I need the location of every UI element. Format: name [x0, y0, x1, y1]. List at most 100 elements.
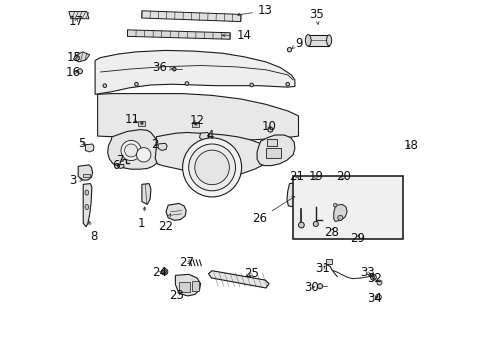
Circle shape — [172, 67, 176, 71]
Bar — [265, 148, 281, 158]
Bar — [266, 139, 276, 146]
Text: 9: 9 — [291, 37, 302, 50]
Circle shape — [185, 82, 188, 85]
Circle shape — [375, 294, 381, 300]
Polygon shape — [69, 12, 89, 19]
Circle shape — [121, 140, 141, 161]
Text: 5: 5 — [78, 137, 85, 150]
Text: 8: 8 — [88, 221, 98, 243]
Circle shape — [182, 138, 241, 197]
Ellipse shape — [85, 204, 88, 210]
Circle shape — [103, 84, 106, 87]
Circle shape — [370, 274, 375, 280]
Bar — [325, 259, 332, 264]
Circle shape — [317, 284, 322, 289]
Text: 6: 6 — [112, 159, 119, 172]
Text: 29: 29 — [350, 232, 365, 245]
Text: 10: 10 — [261, 120, 276, 132]
Polygon shape — [78, 165, 92, 180]
Circle shape — [77, 69, 82, 74]
Circle shape — [249, 83, 253, 87]
Polygon shape — [350, 211, 369, 236]
Text: 31: 31 — [315, 262, 330, 275]
Ellipse shape — [305, 35, 310, 46]
Text: 27: 27 — [179, 256, 194, 269]
Polygon shape — [286, 182, 309, 207]
Circle shape — [371, 276, 374, 279]
Bar — [179, 282, 190, 292]
Text: 36: 36 — [152, 61, 173, 74]
Text: 17: 17 — [68, 15, 83, 28]
Circle shape — [134, 82, 138, 86]
Text: 32: 32 — [366, 273, 382, 285]
Circle shape — [287, 48, 291, 52]
Text: 28: 28 — [324, 226, 338, 239]
Circle shape — [141, 122, 142, 124]
Bar — [307, 35, 328, 46]
Text: 22: 22 — [158, 214, 172, 233]
Polygon shape — [95, 50, 294, 94]
Text: 16: 16 — [66, 66, 81, 79]
Ellipse shape — [326, 35, 331, 46]
Circle shape — [194, 150, 229, 185]
Text: 18: 18 — [403, 139, 417, 152]
Text: 33: 33 — [360, 266, 374, 279]
Bar — [138, 121, 144, 126]
Polygon shape — [158, 143, 167, 150]
Bar — [292, 176, 402, 239]
Text: 35: 35 — [308, 8, 323, 24]
Polygon shape — [118, 165, 123, 168]
Text: 24: 24 — [152, 266, 167, 279]
Text: 23: 23 — [169, 289, 184, 302]
Circle shape — [124, 144, 137, 157]
Polygon shape — [166, 203, 186, 220]
Text: 26: 26 — [252, 196, 294, 225]
Text: 19: 19 — [307, 170, 323, 183]
Ellipse shape — [85, 190, 88, 195]
Polygon shape — [85, 144, 94, 152]
Text: 21: 21 — [288, 170, 304, 183]
Text: 14: 14 — [222, 29, 251, 42]
Text: 15: 15 — [67, 51, 82, 64]
Circle shape — [333, 203, 336, 207]
Text: 7: 7 — [116, 154, 124, 167]
Text: 34: 34 — [366, 292, 382, 305]
Polygon shape — [107, 130, 161, 169]
Circle shape — [337, 215, 342, 220]
Polygon shape — [175, 274, 200, 296]
Circle shape — [136, 148, 151, 162]
Polygon shape — [208, 271, 268, 288]
Polygon shape — [257, 135, 294, 166]
Polygon shape — [333, 204, 346, 221]
Circle shape — [376, 280, 381, 285]
Text: 30: 30 — [303, 281, 318, 294]
Bar — [192, 281, 199, 291]
Polygon shape — [83, 184, 92, 227]
Polygon shape — [199, 132, 209, 140]
Circle shape — [194, 123, 197, 125]
Text: 20: 20 — [335, 170, 350, 183]
Text: 25: 25 — [244, 267, 259, 280]
Polygon shape — [127, 30, 230, 39]
Circle shape — [298, 222, 304, 228]
Text: 13: 13 — [237, 4, 272, 17]
Bar — [83, 174, 89, 177]
Polygon shape — [98, 94, 298, 141]
Text: 12: 12 — [189, 114, 204, 127]
Circle shape — [163, 270, 166, 274]
Text: 1: 1 — [138, 207, 145, 230]
Polygon shape — [325, 207, 344, 229]
Circle shape — [188, 144, 235, 191]
Circle shape — [285, 82, 289, 86]
Polygon shape — [73, 52, 89, 62]
Circle shape — [313, 221, 318, 226]
Circle shape — [267, 127, 272, 132]
Text: 11: 11 — [124, 113, 140, 126]
Polygon shape — [155, 132, 267, 176]
Bar — [192, 122, 199, 127]
Polygon shape — [142, 11, 241, 22]
Circle shape — [161, 269, 167, 275]
Polygon shape — [142, 184, 151, 204]
Text: 4: 4 — [206, 129, 214, 141]
Text: 3: 3 — [69, 174, 82, 187]
